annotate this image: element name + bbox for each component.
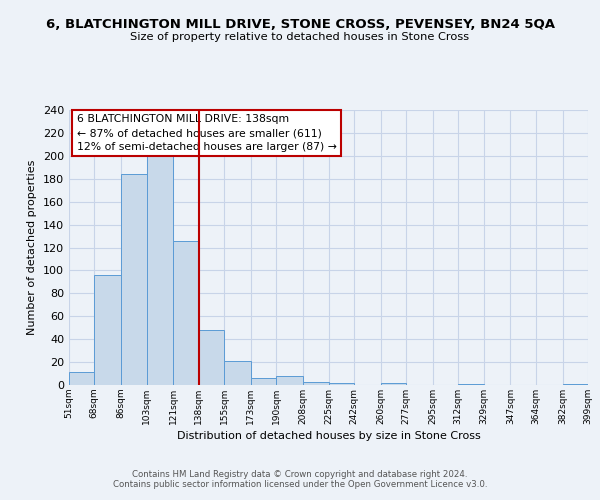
Bar: [251, 378, 277, 385]
Bar: [303, 382, 329, 385]
Text: Size of property relative to detached houses in Stone Cross: Size of property relative to detached ho…: [130, 32, 470, 42]
X-axis label: Distribution of detached houses by size in Stone Cross: Distribution of detached houses by size …: [176, 431, 481, 441]
Bar: [146, 154, 173, 385]
Bar: [380, 382, 406, 385]
Bar: [224, 361, 251, 385]
Bar: [69, 372, 94, 385]
Bar: [199, 330, 224, 385]
Bar: [458, 384, 484, 385]
Bar: [329, 382, 354, 385]
Y-axis label: Number of detached properties: Number of detached properties: [28, 160, 37, 335]
Text: 6, BLATCHINGTON MILL DRIVE, STONE CROSS, PEVENSEY, BN24 5QA: 6, BLATCHINGTON MILL DRIVE, STONE CROSS,…: [46, 18, 554, 30]
Text: Contains HM Land Registry data © Crown copyright and database right 2024.: Contains HM Land Registry data © Crown c…: [132, 470, 468, 479]
Bar: [173, 240, 199, 385]
Bar: [277, 376, 303, 385]
Text: Contains public sector information licensed under the Open Government Licence v3: Contains public sector information licen…: [113, 480, 487, 489]
Text: 6 BLATCHINGTON MILL DRIVE: 138sqm
← 87% of detached houses are smaller (611)
12%: 6 BLATCHINGTON MILL DRIVE: 138sqm ← 87% …: [77, 114, 337, 152]
Bar: [563, 384, 588, 385]
Bar: [94, 275, 121, 385]
Bar: [121, 174, 146, 385]
